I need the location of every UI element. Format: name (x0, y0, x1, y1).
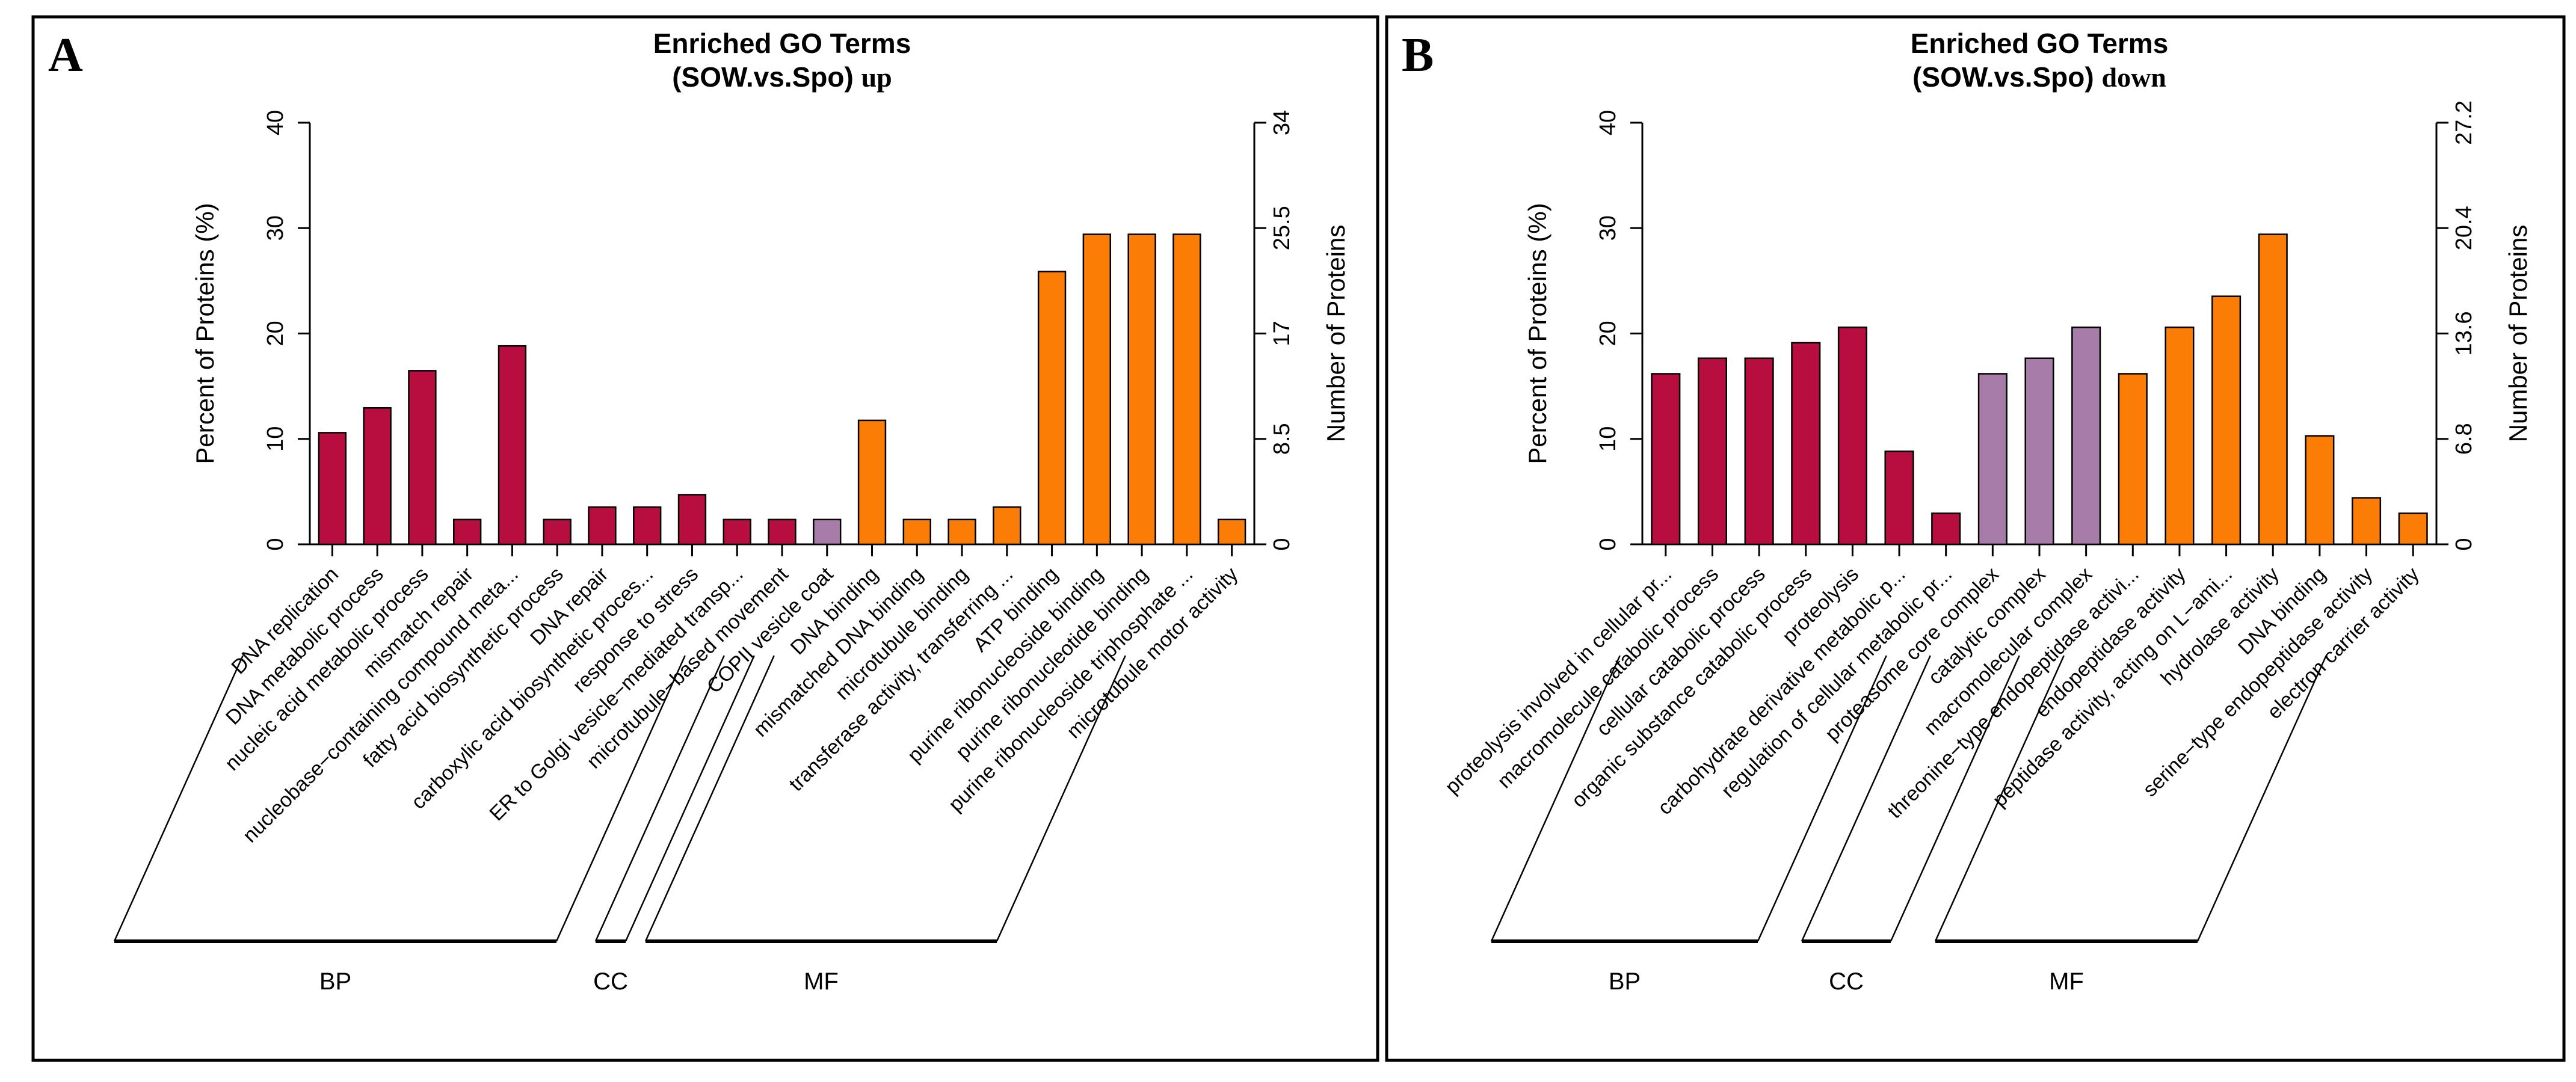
bar-mf (2211, 295, 2242, 546)
bar-bp (768, 518, 797, 546)
panel-frame (1385, 15, 2566, 1062)
bar-mf (2398, 512, 2428, 546)
bar-mf (2351, 497, 2382, 546)
bar-mf (1082, 233, 1112, 546)
group-label-bp: BP (1609, 968, 1641, 995)
right-tick-label: 0 (1269, 538, 1295, 550)
panel-letter: B (1402, 29, 1434, 82)
right-tick-label: 25.5 (1269, 206, 1295, 250)
bracket-left-diagonal (1490, 655, 1621, 942)
right-tick-label: 8.5 (1269, 423, 1295, 455)
bracket-left-diagonal (644, 655, 775, 942)
right-tick-label: 0 (2451, 538, 2477, 550)
left-axis-label: Percent of Proteins (%) (191, 203, 219, 464)
bracket-left-diagonal (113, 655, 244, 942)
group-label-cc: CC (1829, 968, 1864, 995)
panel-frame (31, 15, 1379, 1062)
right-tick-label: 6.8 (2451, 423, 2477, 455)
left-tick-label: 0 (263, 538, 288, 550)
right-tick-label: 34 (1269, 110, 1295, 135)
left-tick-label: 20 (1595, 321, 1621, 346)
right-axis-label: Number of Proteins (2504, 225, 2532, 443)
chart-title-line2: (SOW.vs.Spo) down (1912, 61, 2166, 93)
left-tick-label: 20 (263, 321, 288, 346)
right-tick-label: 17 (1269, 321, 1295, 346)
bar-mf (1172, 233, 1201, 546)
bar-mf (2165, 326, 2195, 546)
group-label-mf: MF (804, 968, 839, 995)
chart-title-line1: Enriched GO Terms (1911, 28, 2169, 59)
group-label-cc: CC (593, 968, 628, 995)
bar-mf (2258, 233, 2288, 546)
bar-mf (902, 518, 931, 546)
bar-bp (543, 518, 572, 546)
left-tick-label: 40 (1595, 110, 1621, 135)
bar-bp (588, 506, 617, 546)
bracket-right-diagonal (996, 655, 1126, 942)
bar-bp (452, 518, 482, 546)
left-axis-label: Percent of Proteins (%) (1523, 203, 1551, 464)
chart-title-line1: Enriched GO Terms (653, 28, 911, 59)
bracket-left-diagonal (1934, 655, 2065, 942)
bar-mf (2305, 435, 2335, 546)
right-tick-label: 27.2 (2451, 100, 2477, 145)
bar-bp (498, 345, 527, 546)
bar-cc (813, 518, 842, 546)
bar-mf (2118, 373, 2148, 546)
bar-bp (1931, 512, 1961, 546)
bracket-right-diagonal (624, 655, 755, 942)
bar-cc (1977, 373, 2007, 546)
bar-cc (2024, 357, 2054, 546)
bar-bp (723, 518, 751, 546)
left-tick-label: 0 (1595, 538, 1621, 550)
bar-mf (1127, 233, 1156, 546)
group-label-bp: BP (319, 968, 351, 995)
bar-mf (993, 506, 1021, 546)
bar-bp (1791, 342, 1821, 546)
group-label-mf: MF (2049, 968, 2084, 995)
right-tick-label: 13.6 (2451, 312, 2477, 356)
bar-mf (1217, 518, 1246, 546)
bar-bp (363, 407, 392, 546)
left-tick-label: 40 (263, 110, 288, 135)
bracket-right-diagonal (1890, 655, 2020, 942)
right-axis-label: Number of Proteins (1322, 225, 1350, 443)
left-tick-label: 30 (263, 215, 288, 241)
chart-title-line2: (SOW.vs.Spo) up (672, 61, 892, 93)
bracket-right-diagonal (2196, 655, 2327, 942)
bar-bp (408, 370, 437, 546)
left-tick-label: 10 (1595, 426, 1621, 452)
bar-bp (1884, 450, 1914, 546)
left-tick-label: 10 (263, 426, 288, 452)
bar-mf (948, 518, 976, 546)
bracket-right-diagonal (555, 655, 686, 942)
chart-title-direction: down (2101, 62, 2166, 93)
bracket-left-diagonal (1801, 655, 1931, 942)
left-tick-label: 30 (1595, 215, 1621, 241)
bar-bp (633, 506, 662, 546)
chart-title-direction: up (861, 62, 892, 93)
bar-bp (1837, 326, 1867, 546)
bracket-left-diagonal (594, 655, 725, 942)
bar-cc (2071, 326, 2101, 546)
bar-bp (318, 432, 347, 546)
panel-letter: A (48, 29, 83, 82)
bar-bp (1651, 373, 1681, 546)
bracket-right-diagonal (1757, 655, 1887, 942)
bar-mf (1037, 271, 1067, 546)
bar-bp (1697, 357, 1728, 546)
bar-bp (1744, 357, 1774, 546)
bar-bp (677, 494, 707, 546)
right-tick-label: 20.4 (2451, 206, 2477, 250)
bar-mf (857, 419, 887, 546)
